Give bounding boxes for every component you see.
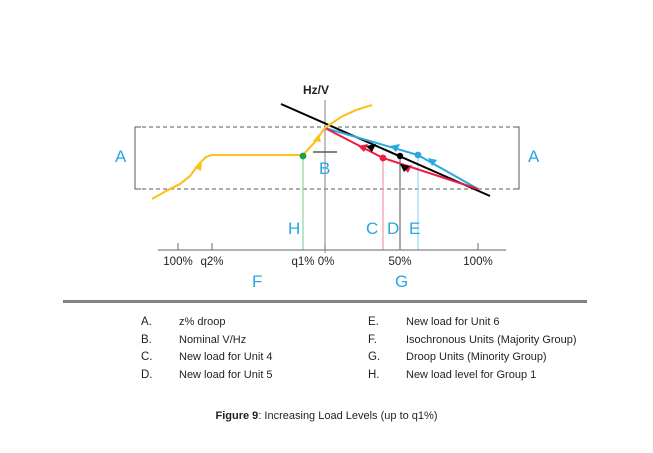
callout-b: B (319, 159, 331, 178)
figure-caption: Figure 9: Increasing Load Levels (up to … (0, 410, 653, 422)
chart-canvas (134, 100, 520, 253)
marker-e-new-load-unit6 (414, 151, 422, 159)
legend-item-f: F. Isochronous Units (Majority Group) (368, 334, 587, 352)
callout-h: H (288, 219, 301, 238)
axis-title-hz-v: Hz/V (303, 83, 330, 97)
legend-text-f: Isochronous Units (Majority Group) (406, 333, 577, 346)
arrowhead-yellow-up (313, 134, 321, 142)
arrowhead-red-left (358, 144, 368, 152)
callout-e: E (409, 219, 421, 238)
legend: A. z% droop B. Nominal V/Hz C. New load … (63, 316, 587, 386)
legend-key-h: H. (368, 368, 380, 381)
legend-text-g: Droop Units (Minority Group) (406, 351, 547, 363)
series-isochronous-curve (151, 103, 373, 200)
legend-item-b: B. Nominal V/Hz (141, 334, 360, 352)
arrowhead-yellow-left (194, 163, 202, 171)
legend-key-c: C. (141, 351, 153, 363)
legend-text-b: Nominal V/Hz (179, 333, 247, 346)
legend-item-e: E. New load for Unit 6 (368, 316, 587, 334)
arrowhead-blue-left (390, 144, 400, 152)
legend-item-c: C. New load for Unit 4 (141, 351, 360, 369)
legend-column-right: E. New load for Unit 6 F. Isochronous Un… (368, 316, 587, 386)
arrowhead-black-left (366, 144, 376, 152)
figure-caption-text: : Increasing Load Levels (up to q1%) (258, 410, 438, 422)
tick-label-50: 50% (388, 256, 412, 268)
arrowhead-blue-right (428, 158, 437, 166)
marker-c-new-load-unit4 (379, 154, 387, 162)
callout-f: F (252, 272, 263, 291)
legend-item-h: H. New load level for Group 1 (368, 369, 587, 387)
legend-key-a: A. (141, 316, 152, 328)
tick-label-100-right: 100% (463, 256, 493, 268)
tick-label-0: 0% (317, 256, 335, 268)
callout-c: C (366, 219, 379, 238)
legend-key-f: F. (368, 333, 377, 346)
section-separator (63, 300, 587, 303)
legend-item-a: A. z% droop (141, 316, 360, 334)
load-axis-group (158, 243, 506, 251)
left-bracket (134, 126, 141, 190)
callout-g: G (395, 272, 409, 291)
legend-item-d: D. New load for Unit 5 (141, 369, 360, 387)
callout-d: D (387, 219, 400, 238)
legend-item-g: G. Droop Units (Minority Group) (368, 351, 587, 369)
legend-text-e: New load for Unit 6 (406, 316, 500, 328)
legend-column-left: A. z% droop B. Nominal V/Hz C. New load … (141, 316, 360, 386)
legend-key-e: E. (368, 316, 379, 328)
figure-caption-label: Figure 9 (215, 410, 259, 422)
legend-key-g: G. (368, 351, 381, 363)
legend-key-b: B. (141, 333, 152, 346)
marker-d-new-load-unit5 (396, 152, 404, 160)
direction-arrowheads (194, 134, 437, 173)
callout-a-right: A (528, 147, 540, 166)
legend-text-c: New load for Unit 4 (179, 351, 273, 363)
legend-key-d: D. (141, 368, 153, 381)
marker-h-new-load-group1 (299, 152, 307, 160)
legend-text-d: New load for Unit 5 (179, 368, 273, 381)
chart-figure: Hz/V A A B C D E F G H 100% q2% q1% 0% 5… (115, 83, 540, 291)
callout-a-left: A (115, 147, 127, 166)
tick-label-q1: q1% (291, 256, 315, 268)
legend-text-a: z% droop (179, 316, 226, 328)
legend-text-h: New load level for Group 1 (406, 368, 537, 381)
right-bracket (513, 126, 520, 190)
tick-label-100-left: 100% (163, 256, 193, 268)
tick-label-q2: q2% (200, 256, 224, 268)
arrowhead-black-right (400, 164, 410, 172)
